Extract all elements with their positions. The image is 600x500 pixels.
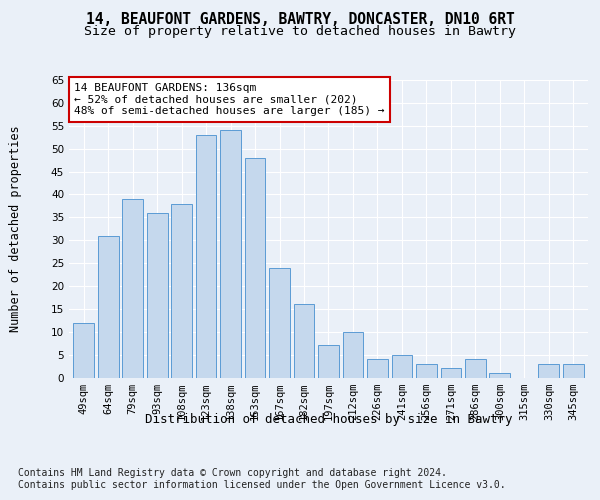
Text: Size of property relative to detached houses in Bawtry: Size of property relative to detached ho… bbox=[84, 25, 516, 38]
Text: 14, BEAUFONT GARDENS, BAWTRY, DONCASTER, DN10 6RT: 14, BEAUFONT GARDENS, BAWTRY, DONCASTER,… bbox=[86, 12, 514, 28]
Bar bbox=[269, 268, 290, 378]
Bar bbox=[73, 322, 94, 378]
Bar bbox=[245, 158, 265, 378]
Bar bbox=[196, 135, 217, 378]
Bar bbox=[171, 204, 192, 378]
Y-axis label: Number of detached properties: Number of detached properties bbox=[9, 126, 22, 332]
Bar bbox=[122, 199, 143, 378]
Bar bbox=[293, 304, 314, 378]
Bar bbox=[465, 359, 486, 378]
Bar bbox=[220, 130, 241, 378]
Bar bbox=[538, 364, 559, 378]
Bar bbox=[440, 368, 461, 378]
Bar bbox=[147, 212, 167, 378]
Text: Contains public sector information licensed under the Open Government Licence v3: Contains public sector information licen… bbox=[18, 480, 506, 490]
Bar bbox=[563, 364, 584, 378]
Bar bbox=[318, 346, 339, 378]
Bar bbox=[392, 354, 412, 378]
Bar bbox=[98, 236, 119, 378]
Bar bbox=[490, 373, 510, 378]
Text: Contains HM Land Registry data © Crown copyright and database right 2024.: Contains HM Land Registry data © Crown c… bbox=[18, 468, 447, 477]
Bar bbox=[343, 332, 364, 378]
Text: Distribution of detached houses by size in Bawtry: Distribution of detached houses by size … bbox=[145, 412, 512, 426]
Bar bbox=[416, 364, 437, 378]
Bar bbox=[367, 359, 388, 378]
Text: 14 BEAUFONT GARDENS: 136sqm
← 52% of detached houses are smaller (202)
48% of se: 14 BEAUFONT GARDENS: 136sqm ← 52% of det… bbox=[74, 83, 385, 116]
